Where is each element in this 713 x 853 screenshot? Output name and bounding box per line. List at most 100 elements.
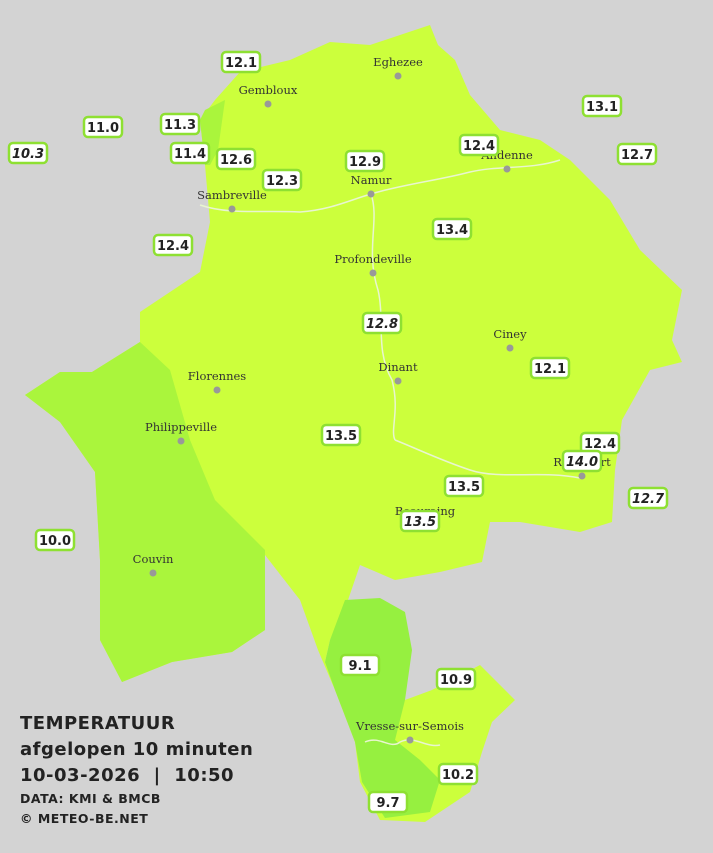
station: 14.0	[561, 449, 603, 473]
city-dot	[228, 205, 236, 213]
city-label: Sambreville	[197, 188, 267, 202]
city-label: Eghezee	[373, 55, 423, 69]
station-value: 10.3	[12, 147, 44, 162]
station-value: 11.0	[87, 121, 119, 136]
station-value: 12.4	[463, 139, 495, 154]
station-box	[529, 356, 571, 380]
station-value: 13.5	[404, 515, 436, 530]
station-box	[261, 168, 303, 192]
station: 13.4	[431, 217, 473, 241]
station: 12.1	[220, 50, 262, 74]
station: 9.7	[367, 790, 409, 814]
city-dot	[578, 472, 586, 480]
station: 13.1	[581, 94, 623, 118]
station: 12.3	[261, 168, 303, 192]
station-value: 11.3	[164, 118, 196, 133]
station-box	[431, 217, 473, 241]
station-value: 10.0	[39, 534, 71, 549]
station-box	[616, 142, 658, 166]
station: 12.9	[344, 149, 386, 173]
legend-copyright: © METEO-BE.NET	[20, 811, 148, 826]
city-label: Vresse-sur-Semois	[355, 719, 464, 733]
station-box	[339, 653, 381, 677]
river-semois	[364, 739, 441, 747]
station-value: 12.7	[632, 492, 665, 507]
station: 13.5	[399, 509, 441, 533]
station-box	[152, 233, 194, 257]
station-value: 14.0	[566, 455, 598, 470]
station-box	[437, 762, 479, 786]
city-dot	[149, 569, 157, 577]
city-dot	[506, 344, 514, 352]
station-box	[435, 667, 477, 691]
station: 12.1	[529, 356, 571, 380]
station-box	[581, 94, 623, 118]
station-box	[159, 112, 201, 136]
station-value: 11.4	[174, 147, 206, 162]
city-dot	[367, 190, 375, 198]
station: 10.2	[437, 762, 479, 786]
city-label: Couvin	[133, 552, 174, 566]
region-south	[325, 598, 440, 818]
station-box	[627, 486, 669, 510]
station-value: 13.1	[586, 100, 618, 115]
station: 13.5	[443, 474, 485, 498]
station-box	[361, 311, 403, 335]
city-dot	[264, 100, 272, 108]
region-west	[25, 342, 265, 682]
city-dot	[394, 72, 402, 80]
city-dot	[394, 377, 402, 385]
station-value: 12.9	[349, 155, 381, 170]
province	[25, 25, 682, 822]
station: 13.5	[320, 423, 362, 447]
station: 12.7	[616, 142, 658, 166]
station-box	[7, 141, 49, 165]
station-value: 13.5	[448, 480, 480, 495]
city-label: Profondeville	[334, 252, 411, 266]
station-box	[34, 528, 76, 552]
river-sambre	[199, 193, 372, 213]
station: 12.6	[215, 147, 257, 171]
city-dot	[369, 269, 377, 277]
station-value: 12.4	[584, 437, 616, 452]
station-box	[367, 790, 409, 814]
station-value: 12.1	[225, 56, 257, 71]
legend-subtitle: afgelopen 10 minuten	[20, 739, 253, 760]
station-value: 9.7	[376, 796, 399, 811]
city-dot	[503, 165, 511, 173]
station-box	[320, 423, 362, 447]
station: 9.1	[339, 653, 381, 677]
city-label: Philippeville	[145, 420, 217, 434]
station: 12.4	[458, 133, 500, 157]
station-box	[169, 141, 211, 165]
legend-title: TEMPERATUUR	[20, 713, 175, 734]
station: 12.4	[152, 233, 194, 257]
station-value: 12.1	[534, 362, 566, 377]
city-dot	[406, 736, 414, 744]
station: 10.9	[435, 667, 477, 691]
station-value: 12.4	[157, 239, 189, 254]
station-value: 10.9	[440, 673, 472, 688]
station-box	[344, 149, 386, 173]
city-label: Gembloux	[239, 83, 298, 97]
station-value: 13.5	[325, 429, 357, 444]
station: 11.3	[159, 112, 201, 136]
city-label: Dinant	[378, 360, 418, 374]
legend-source: DATA: KMI & BMCB	[20, 791, 161, 806]
legend: TEMPERATUUR afgelopen 10 minuten 10-03-2…	[20, 713, 253, 826]
city-dot	[177, 437, 185, 445]
station-box	[399, 509, 441, 533]
city-dot	[213, 386, 221, 394]
station-value: 10.2	[442, 768, 474, 783]
station-value: 12.7	[621, 148, 653, 163]
station: 10.0	[34, 528, 76, 552]
rivers	[199, 159, 581, 747]
city-label: Florennes	[188, 369, 247, 383]
station-value: 12.8	[366, 317, 398, 332]
legend-datetime: 10-03-2026 | 10:50	[20, 765, 234, 786]
station-box	[82, 115, 124, 139]
station-box	[220, 50, 262, 74]
station: 10.3	[7, 141, 49, 165]
station-value: 12.6	[220, 153, 252, 168]
